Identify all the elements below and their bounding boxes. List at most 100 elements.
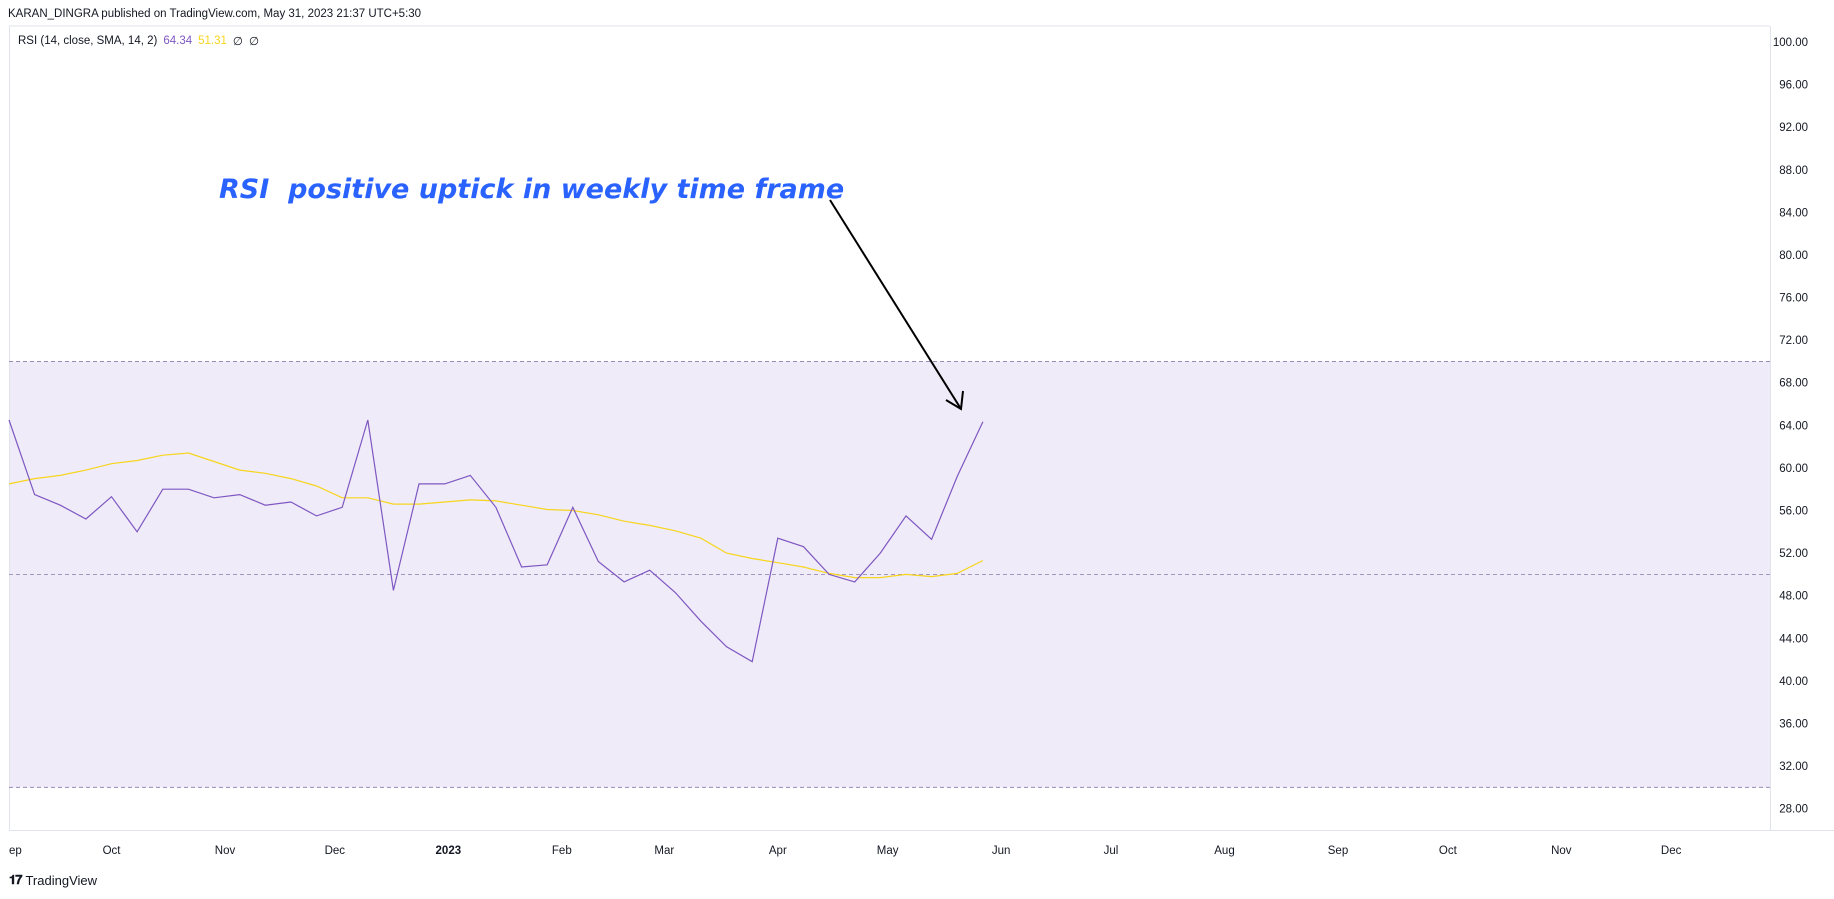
sma-point bbox=[161, 454, 164, 457]
x-tick-label: Oct bbox=[103, 845, 122, 857]
x-tick-label: Aug bbox=[1214, 845, 1234, 857]
rsi-point bbox=[494, 506, 497, 509]
y-tick-label: 56.00 bbox=[1779, 506, 1808, 518]
y-tick-label: 48.00 bbox=[1779, 591, 1808, 603]
rsi-point bbox=[469, 474, 472, 477]
rsi-sma-line bbox=[8, 452, 984, 579]
y-tick-label: 32.00 bbox=[1779, 761, 1808, 773]
rsi-point bbox=[674, 591, 677, 594]
sma-point bbox=[520, 504, 523, 507]
rsi-point bbox=[725, 645, 728, 648]
sma-point bbox=[751, 557, 754, 560]
sma-point bbox=[392, 503, 395, 506]
sma-point bbox=[213, 460, 216, 463]
sma-point bbox=[187, 452, 190, 455]
y-tick-label: 68.00 bbox=[1779, 378, 1808, 390]
x-tick-label: May bbox=[877, 845, 899, 857]
sma-point bbox=[981, 559, 984, 562]
y-tick-label: 28.00 bbox=[1779, 804, 1808, 816]
sma-point bbox=[828, 572, 831, 575]
legend-rsi-value: 64.34 bbox=[163, 35, 193, 47]
rsi-point bbox=[956, 475, 959, 478]
sma-point bbox=[571, 509, 574, 512]
rsi-point bbox=[33, 493, 36, 496]
rsi-point bbox=[59, 504, 62, 507]
x-tick-label: Dec bbox=[1661, 845, 1682, 857]
x-tick-label: Feb bbox=[552, 845, 572, 857]
sma-point bbox=[930, 575, 933, 578]
sma-point bbox=[725, 552, 728, 555]
price-scale[interactable]: 100.00 96.00 92.00 88.00 84.00 80.00 76.00 72.0… bbox=[1773, 37, 1808, 816]
rsi-point bbox=[418, 482, 421, 485]
x-tick-label: Oct bbox=[1439, 845, 1458, 857]
y-tick-label: 84.00 bbox=[1779, 207, 1808, 219]
sma-point bbox=[904, 573, 907, 576]
rsi-point bbox=[853, 580, 856, 583]
rsi-line bbox=[8, 419, 984, 663]
rsi-point bbox=[84, 518, 87, 521]
rsi-point bbox=[520, 565, 523, 568]
rsi-point bbox=[289, 501, 292, 504]
x-tick-label: Nov bbox=[215, 845, 236, 857]
sma-point bbox=[879, 576, 882, 579]
x-tick-label: Nov bbox=[1551, 845, 1572, 857]
rsi-point bbox=[392, 589, 395, 592]
publisher-header: KARAN_DINGRA published on TradingView.co… bbox=[8, 8, 422, 20]
x-tick-label: Jun bbox=[992, 845, 1011, 857]
rsi-point bbox=[623, 580, 626, 583]
rsi-point bbox=[8, 419, 11, 422]
sma-point bbox=[84, 469, 87, 472]
rsi-point bbox=[802, 545, 805, 548]
rsi-point bbox=[187, 488, 190, 491]
y-tick-label: 76.00 bbox=[1779, 293, 1808, 305]
sma-point bbox=[802, 565, 805, 568]
x-tick-label: Apr bbox=[769, 845, 787, 857]
rsi-point bbox=[110, 495, 113, 498]
x-tick-label: 2023 bbox=[436, 845, 462, 857]
sma-point bbox=[8, 482, 11, 485]
rsi-point bbox=[366, 419, 369, 422]
indicator-legend[interactable]: RSI (14, close, SMA, 14, 2) 64.34 51.31 … bbox=[18, 34, 259, 48]
x-tick-label: Dec bbox=[325, 845, 346, 857]
y-tick-label: 36.00 bbox=[1779, 719, 1808, 731]
rsi-point bbox=[161, 488, 164, 491]
rsi-point bbox=[699, 620, 702, 623]
rsi-point bbox=[571, 506, 574, 509]
rsi-point bbox=[264, 504, 267, 507]
sma-point bbox=[623, 520, 626, 523]
legend-indicator-name[interactable]: RSI (14, close, SMA, 14, 2) bbox=[18, 35, 158, 47]
chart-annotation-text[interactable]: RSI positive uptick in weekly time frame bbox=[219, 174, 845, 205]
y-tick-label: 100.00 bbox=[1773, 37, 1808, 49]
sma-point bbox=[110, 462, 113, 465]
time-scale[interactable]: ep Oct Nov Dec 2023 Feb Mar Apr May Jun Jul Aug Sep O… bbox=[9, 845, 1682, 857]
sma-point bbox=[597, 513, 600, 516]
y-tick-label: 52.00 bbox=[1779, 548, 1808, 560]
x-tick-label: Mar bbox=[654, 845, 674, 857]
y-tick-label: 92.00 bbox=[1779, 122, 1808, 134]
sma-point bbox=[315, 485, 318, 488]
y-tick-label: 60.00 bbox=[1779, 463, 1808, 475]
y-tick-label: 72.00 bbox=[1779, 335, 1808, 347]
y-tick-label: 96.00 bbox=[1779, 80, 1808, 92]
tradingview-footer[interactable]: 𝟏𝟕 TradingView bbox=[9, 872, 97, 888]
sma-point bbox=[546, 508, 549, 511]
annotation-arrow-head bbox=[945, 390, 964, 411]
x-tick-label: Jul bbox=[1104, 845, 1119, 857]
sma-point bbox=[469, 498, 472, 501]
y-tick-label: 40.00 bbox=[1779, 676, 1808, 688]
rsi-band-background bbox=[10, 361, 1770, 788]
sma-point bbox=[264, 472, 267, 475]
rsi-point bbox=[648, 569, 651, 572]
rsi-point bbox=[776, 537, 779, 540]
sma-point bbox=[956, 572, 959, 575]
y-tick-label: 44.00 bbox=[1779, 633, 1808, 645]
annotation-arrow-shaft[interactable] bbox=[829, 199, 962, 410]
rsi-point bbox=[341, 506, 344, 509]
sma-point bbox=[699, 537, 702, 540]
rsi-point bbox=[904, 514, 907, 517]
y-tick-label: 88.00 bbox=[1779, 165, 1808, 177]
sma-point bbox=[853, 576, 856, 579]
sma-point bbox=[366, 496, 369, 499]
sma-point bbox=[674, 529, 677, 532]
